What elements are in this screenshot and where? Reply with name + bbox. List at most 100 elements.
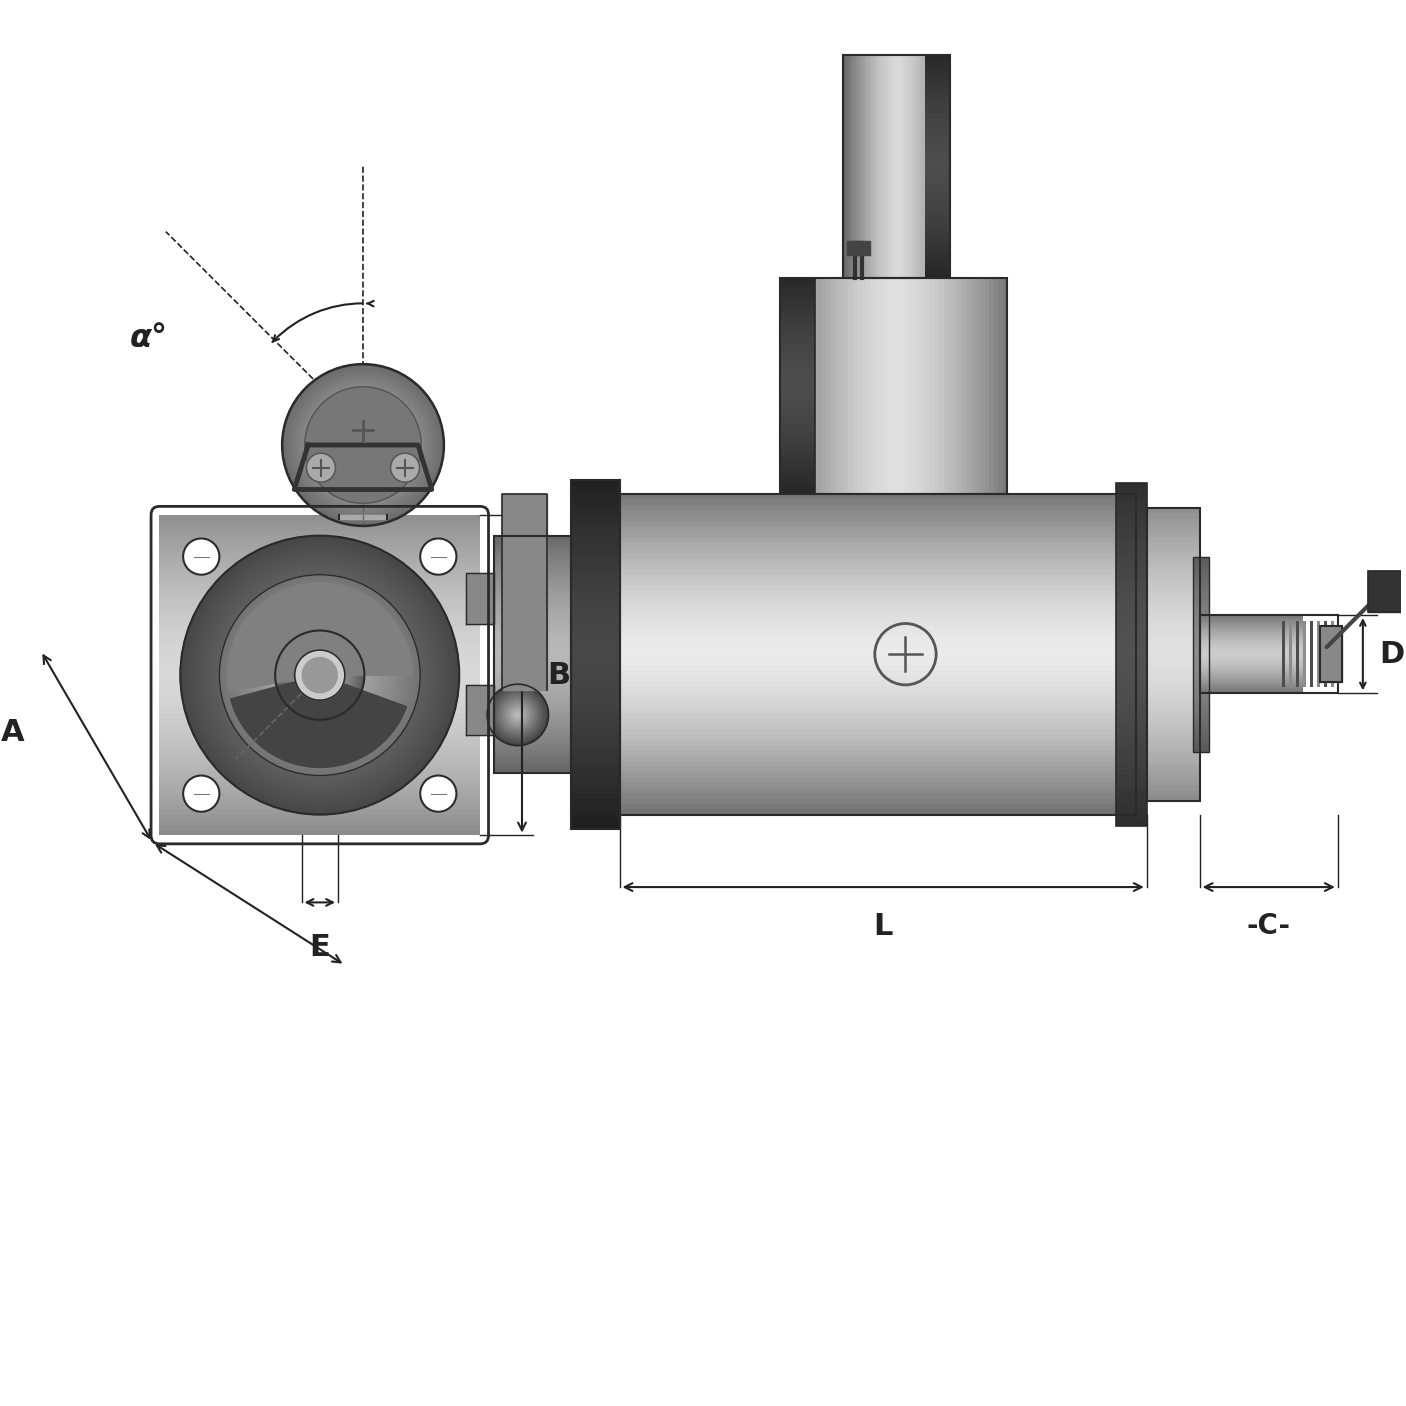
Circle shape bbox=[302, 658, 337, 693]
Circle shape bbox=[288, 644, 352, 706]
Wedge shape bbox=[231, 675, 406, 768]
Circle shape bbox=[508, 704, 529, 725]
Circle shape bbox=[291, 647, 349, 704]
Circle shape bbox=[246, 602, 394, 748]
Circle shape bbox=[287, 368, 440, 522]
Polygon shape bbox=[467, 574, 494, 623]
Circle shape bbox=[301, 382, 426, 508]
Text: α°: α° bbox=[129, 323, 167, 354]
Circle shape bbox=[326, 409, 399, 481]
Circle shape bbox=[517, 714, 519, 716]
Circle shape bbox=[280, 636, 360, 716]
Circle shape bbox=[501, 697, 534, 731]
Circle shape bbox=[297, 652, 343, 699]
Circle shape bbox=[315, 671, 325, 681]
Circle shape bbox=[253, 609, 387, 741]
Circle shape bbox=[250, 606, 389, 745]
Circle shape bbox=[283, 364, 444, 526]
Circle shape bbox=[302, 658, 337, 693]
Circle shape bbox=[314, 668, 326, 682]
Circle shape bbox=[515, 711, 522, 718]
Circle shape bbox=[287, 643, 353, 707]
Circle shape bbox=[287, 641, 353, 709]
Circle shape bbox=[325, 406, 402, 484]
Circle shape bbox=[309, 664, 330, 686]
Circle shape bbox=[299, 655, 340, 695]
Circle shape bbox=[298, 654, 342, 696]
Circle shape bbox=[513, 710, 523, 720]
Circle shape bbox=[307, 662, 333, 689]
Circle shape bbox=[292, 647, 347, 703]
Circle shape bbox=[302, 384, 423, 506]
Circle shape bbox=[264, 619, 375, 731]
Circle shape bbox=[281, 636, 359, 714]
Text: B: B bbox=[547, 661, 571, 689]
Circle shape bbox=[314, 669, 325, 681]
Circle shape bbox=[312, 668, 326, 682]
Circle shape bbox=[333, 415, 394, 475]
Circle shape bbox=[277, 631, 363, 718]
Circle shape bbox=[245, 600, 395, 751]
Circle shape bbox=[226, 581, 413, 769]
Circle shape bbox=[229, 585, 411, 766]
Circle shape bbox=[205, 560, 434, 790]
Polygon shape bbox=[1320, 626, 1341, 682]
Circle shape bbox=[304, 387, 422, 503]
Circle shape bbox=[319, 673, 321, 676]
Circle shape bbox=[354, 437, 371, 453]
Circle shape bbox=[267, 623, 373, 728]
Circle shape bbox=[506, 703, 529, 727]
Circle shape bbox=[236, 592, 404, 759]
Circle shape bbox=[274, 630, 366, 720]
Circle shape bbox=[225, 579, 415, 770]
Circle shape bbox=[491, 688, 546, 742]
Circle shape bbox=[292, 374, 434, 516]
Circle shape bbox=[305, 661, 335, 689]
Circle shape bbox=[290, 373, 436, 517]
Circle shape bbox=[335, 416, 391, 474]
Circle shape bbox=[308, 391, 418, 499]
Circle shape bbox=[215, 571, 425, 780]
Circle shape bbox=[340, 423, 385, 467]
Circle shape bbox=[194, 550, 446, 800]
Circle shape bbox=[516, 713, 520, 717]
Circle shape bbox=[277, 633, 363, 718]
Circle shape bbox=[239, 595, 401, 755]
Circle shape bbox=[249, 605, 389, 745]
Circle shape bbox=[274, 630, 366, 720]
Circle shape bbox=[339, 420, 387, 470]
Circle shape bbox=[298, 652, 342, 697]
Circle shape bbox=[226, 582, 413, 768]
Circle shape bbox=[489, 686, 546, 744]
Wedge shape bbox=[228, 582, 412, 692]
Circle shape bbox=[309, 665, 330, 685]
Circle shape bbox=[302, 658, 337, 693]
Circle shape bbox=[302, 657, 337, 693]
Circle shape bbox=[420, 776, 457, 811]
Circle shape bbox=[304, 658, 336, 692]
Circle shape bbox=[299, 655, 340, 695]
Circle shape bbox=[505, 702, 531, 728]
Circle shape bbox=[270, 624, 370, 725]
Circle shape bbox=[264, 620, 375, 730]
Circle shape bbox=[307, 388, 419, 502]
Circle shape bbox=[509, 706, 526, 723]
Polygon shape bbox=[1368, 571, 1403, 613]
Circle shape bbox=[277, 633, 363, 717]
Circle shape bbox=[292, 648, 347, 703]
Circle shape bbox=[284, 640, 356, 711]
Circle shape bbox=[318, 672, 322, 678]
Circle shape bbox=[512, 709, 524, 721]
Circle shape bbox=[288, 644, 352, 706]
Circle shape bbox=[494, 690, 543, 740]
Circle shape bbox=[243, 599, 396, 752]
Circle shape bbox=[260, 616, 380, 734]
Circle shape bbox=[271, 626, 368, 724]
Circle shape bbox=[498, 695, 538, 735]
Circle shape bbox=[312, 668, 328, 683]
Circle shape bbox=[273, 627, 367, 723]
Circle shape bbox=[276, 630, 364, 720]
Polygon shape bbox=[502, 494, 547, 690]
Circle shape bbox=[491, 688, 544, 742]
Circle shape bbox=[287, 643, 352, 707]
